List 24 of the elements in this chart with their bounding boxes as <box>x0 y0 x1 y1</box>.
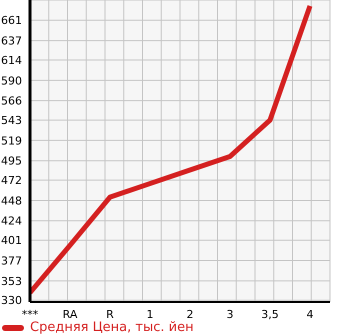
x-tick-label: *** <box>22 308 39 321</box>
y-tick-label: 472 <box>1 174 22 188</box>
x-tick-label: 3,5 <box>261 308 279 321</box>
x-tick-label: 3 <box>226 308 234 321</box>
x-tick-label: R <box>106 308 114 321</box>
y-tick-label: 543 <box>1 114 22 128</box>
y-tick-label: 330 <box>1 294 22 308</box>
y-tick-label: 495 <box>1 154 22 168</box>
y-tick-label: 661 <box>1 14 22 28</box>
y-tick-label: 637 <box>1 34 22 48</box>
y-tick-label: 424 <box>1 214 22 228</box>
x-tick-label: 4 <box>306 308 314 321</box>
y-tick-label: 590 <box>1 74 22 88</box>
y-tick-label: 566 <box>1 94 22 108</box>
x-tick-label: 2 <box>186 308 194 321</box>
x-tick-label: 1 <box>146 308 154 321</box>
legend-label: Средняя Цена, тыс. йен <box>30 320 194 335</box>
y-tick-label: 377 <box>1 254 22 268</box>
y-tick-label: 614 <box>1 54 22 67</box>
y-tick-label: 401 <box>1 234 22 248</box>
y-tick-label: 353 <box>1 274 22 288</box>
y-tick-label: 448 <box>1 194 22 208</box>
x-tick-label: RA <box>62 308 78 321</box>
y-tick-label: 519 <box>1 134 22 148</box>
